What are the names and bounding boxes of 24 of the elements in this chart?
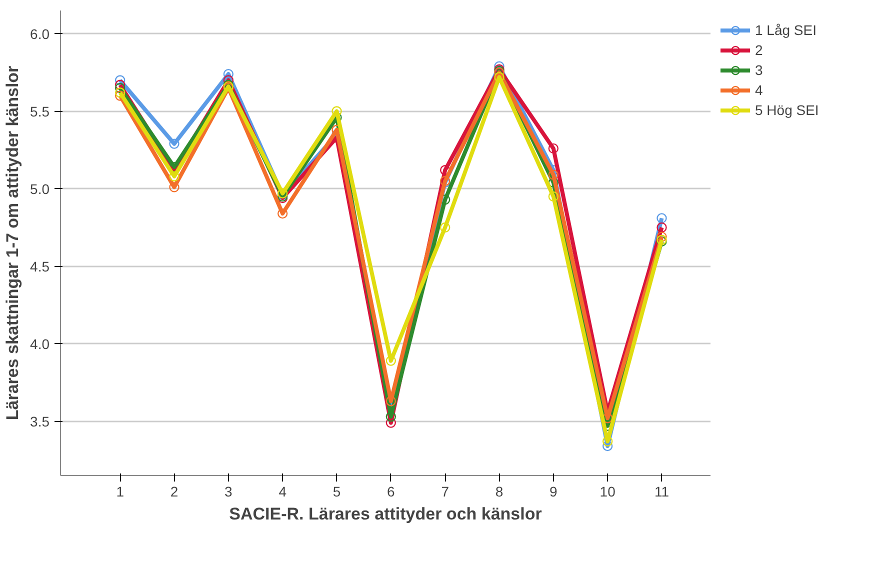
y-tick-label: 3.5 bbox=[30, 413, 50, 430]
x-tick-label: 3 bbox=[224, 484, 233, 500]
x-tick-label: 7 bbox=[441, 484, 450, 500]
y-tick-label: 5.0 bbox=[30, 180, 50, 197]
legend-label: 5 Hög SEI bbox=[755, 102, 819, 118]
y-axis-title: Lärares skattningar 1-7 om attityder känslor bbox=[3, 65, 22, 420]
x-tick-label: 11 bbox=[654, 484, 670, 500]
y-tick-label: 4.5 bbox=[30, 258, 50, 274]
x-axis-title: SACIE-R. Lärares attityder och känslor bbox=[229, 504, 542, 524]
x-tick-label: 10 bbox=[600, 484, 616, 500]
legend-label: 4 bbox=[755, 82, 764, 98]
x-tick-label: 1 bbox=[116, 484, 124, 500]
x-tick-label: 6 bbox=[387, 484, 396, 500]
legend-label: 1 Låg SEI bbox=[755, 22, 816, 38]
y-tick-label: 6.0 bbox=[30, 26, 50, 42]
legend-label: 2 bbox=[755, 42, 764, 58]
x-tick-label: 8 bbox=[495, 484, 504, 500]
x-tick-label: 5 bbox=[332, 484, 341, 500]
x-tick-label: 4 bbox=[278, 484, 287, 500]
x-tick-label: 2 bbox=[170, 484, 178, 500]
legend-label: 3 bbox=[755, 62, 764, 78]
x-tick-label: 9 bbox=[550, 484, 558, 500]
y-tick-label: 5.5 bbox=[30, 103, 50, 120]
y-tick-label: 4.0 bbox=[30, 336, 50, 352]
